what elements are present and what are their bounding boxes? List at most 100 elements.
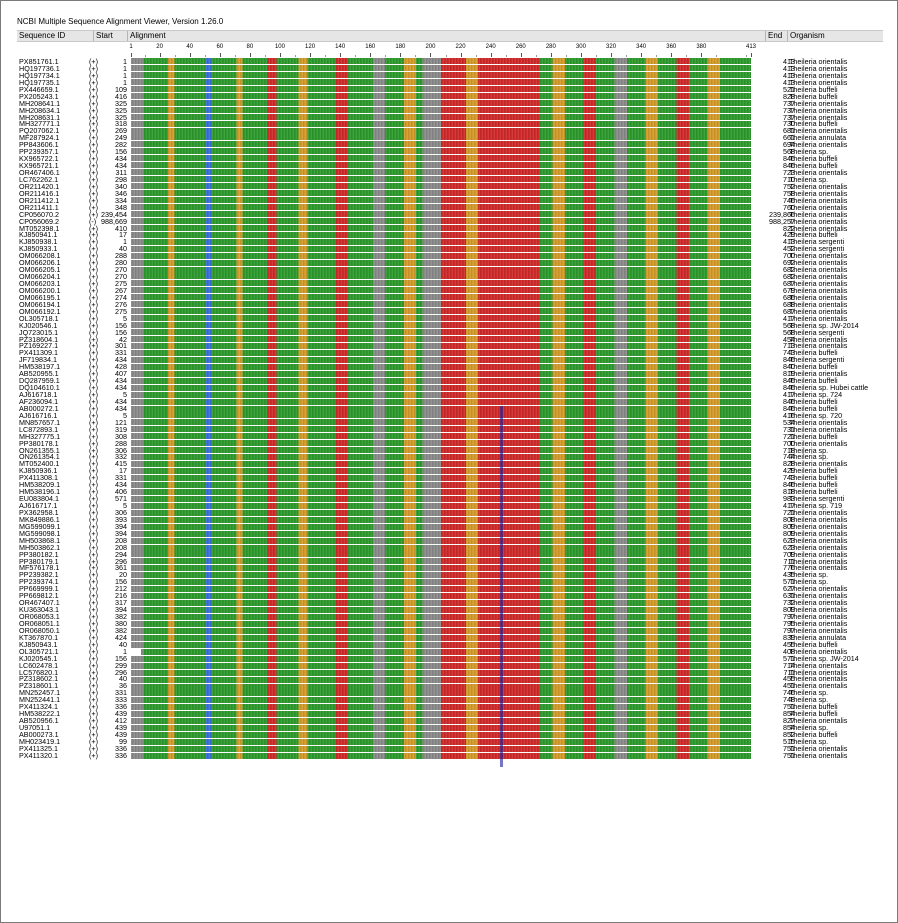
sequence-id-link[interactable]: HQ197734.1 [19, 70, 60, 80]
alignment-row-bar[interactable] [131, 245, 751, 252]
sequence-id-link[interactable]: KJ020546.1 [19, 320, 58, 330]
table-row[interactable]: OM066200.1 (+) 267 679 Theileria orientalis [17, 287, 883, 294]
column-header-seqid[interactable]: Sequence ID [19, 31, 66, 40]
table-row[interactable]: KJ850933.1 (+) 40 452 Theileria sergenti [17, 245, 883, 252]
table-row[interactable]: EU083804.1 (+) 571 983 Theileria sergenti [17, 495, 883, 502]
sequence-id-link[interactable]: MH327771.1 [19, 119, 61, 129]
table-row[interactable]: PX446659.1 (+) 109 521 Theileria buffeli [17, 86, 883, 93]
table-row[interactable]: OM066205.1 (+) 270 682 Theileria orientalis [17, 266, 883, 273]
alignment-row-bar[interactable] [131, 336, 751, 342]
alignment-row-bar[interactable] [131, 398, 751, 405]
table-row[interactable]: OL305721.1 (+) 1 408 Theileria orientalis [17, 648, 883, 655]
table-row[interactable]: AJ616718.1 (+) 5 417 Theileria sp. 724 [17, 391, 883, 398]
table-row[interactable]: PX411308.1 (+) 331 743 Theileria buffeli [17, 474, 883, 481]
table-row[interactable]: HQ197735.1 (+) 1 413 Theileria orientalis [17, 79, 883, 86]
table-row[interactable]: OM066203.1 (+) 275 687 Theileria orientalis [17, 280, 883, 287]
sequence-id-link[interactable]: PX411308.1 [19, 473, 59, 483]
table-row[interactable]: HM538196.1 (+) 406 818 Theileria buffeli [17, 488, 883, 495]
sequence-id-link[interactable]: HQ197735.1 [19, 77, 60, 87]
alignment-row-bar[interactable] [131, 78, 751, 85]
alignment-row-bar[interactable] [131, 620, 751, 627]
sequence-id-link[interactable]: AJ616717.1 [19, 501, 58, 510]
sequence-id-link[interactable]: AB000272.1 [19, 403, 59, 413]
table-row[interactable]: PP380182.1 (+) 294 709 Theileria orientalis [17, 550, 883, 557]
table-row[interactable]: PP239374.1 (+) 156 571 Theileria sp. [17, 578, 883, 585]
alignment-row-bar[interactable] [131, 662, 751, 669]
alignment-row-bar[interactable] [131, 113, 751, 120]
sequence-id-link[interactable]: AJ616716.1 [19, 410, 58, 420]
table-row[interactable]: OR211411.1 (+) 348 760 Theileria orientalis [17, 204, 883, 211]
table-row[interactable]: MH327771.1 (+) 318 730 Theileria buffeli [17, 120, 883, 127]
sequence-id-link[interactable]: OM066192.1 [19, 306, 61, 316]
alignment-row-bar[interactable] [131, 141, 751, 148]
table-row[interactable]: KJ850943.1 (+) 40 455 Theileria buffeli [17, 641, 883, 648]
sequence-id-link[interactable]: JQ723015.1 [19, 327, 59, 337]
sequence-id-link[interactable]: KJ850938.1 [19, 237, 58, 247]
table-row[interactable]: JQ723015.1 (+) 156 568 Theileria sergenti [17, 327, 883, 337]
sequence-id-link[interactable]: MH503868.1 [19, 535, 61, 545]
alignment-row-bar[interactable] [131, 148, 751, 155]
table-row[interactable]: PP380178.1 (+) 288 700 Theileria orientalis [17, 439, 883, 446]
alignment-row-bar[interactable] [131, 461, 751, 468]
table-row[interactable]: OR068053.1 (+) 382 797 Theileria orientalis [17, 613, 883, 620]
sequence-id-link[interactable]: OM066208.1 [19, 251, 61, 261]
sequence-id-link[interactable]: AB000273.1 [19, 729, 59, 739]
alignment-row-bar[interactable] [131, 197, 751, 203]
sequence-id-link[interactable]: KJ850941.1 [19, 230, 58, 240]
table-row[interactable]: KU363043.1 (+) 394 809 Theileria orientalis [17, 606, 883, 613]
alignment-row-bar[interactable] [131, 509, 751, 516]
table-row[interactable]: OL305718.1 (+) 5 417 Theileria orientalis [17, 315, 883, 322]
alignment-row-bar[interactable] [131, 481, 751, 488]
alignment-row-bar[interactable] [131, 384, 751, 391]
sequence-id-link[interactable]: AF236094.1 [19, 396, 59, 406]
sequence-id-link[interactable]: MH327775.1 [19, 431, 61, 441]
sequence-id-link[interactable]: U97051.1 [19, 723, 51, 732]
alignment-row-bar[interactable] [131, 530, 751, 537]
alignment-row-bar[interactable] [131, 92, 751, 99]
alignment-row-bar[interactable] [131, 565, 751, 572]
alignment-row-bar[interactable] [131, 412, 751, 419]
alignment-row-bar[interactable] [131, 641, 751, 648]
table-row[interactable]: AJ616717.1 (+) 5 417 Theileria sp. 719 [17, 502, 883, 509]
sequence-id-link[interactable]: EU083804.1 [19, 494, 59, 504]
sequence-id-link[interactable]: PP239357.1 [19, 147, 59, 157]
table-row[interactable]: OR467406.1 (+) 311 723 Theileria orientalis [17, 169, 883, 176]
alignment-row-bar[interactable] [131, 377, 751, 384]
table-row[interactable]: LC762262.1 (+) 298 710 Theileria sp. [17, 176, 883, 183]
sequence-id-link[interactable]: MF576178.1 [19, 563, 60, 573]
sequence-id-link[interactable]: PX205243.1 [19, 91, 59, 101]
sequence-id-link[interactable]: PP239374.1 [19, 577, 59, 587]
table-row[interactable]: PX411324.1 (+) 336 751 Theileria buffeli [17, 703, 883, 710]
table-row[interactable]: PP239357.1 (+) 156 568 Theileria sp. [17, 148, 883, 155]
alignment-row-bar[interactable] [131, 676, 751, 683]
alignment-row-bar[interactable] [131, 308, 751, 315]
sequence-id-link[interactable]: PX411320.1 [19, 750, 59, 760]
alignment-row-bar[interactable] [131, 683, 751, 690]
alignment-row-bar[interactable] [131, 488, 751, 495]
alignment-row-bar[interactable] [131, 183, 751, 190]
table-row[interactable]: LC576820.1 (+) 296 711 Theileria orientalis [17, 668, 883, 675]
sequence-id-link[interactable]: MH208634.1 [19, 105, 61, 115]
table-row[interactable]: DQ104610.1 (+) 434 846 Theileria sp. Hubei c… [17, 384, 883, 391]
alignment-row-bar[interactable] [131, 106, 751, 113]
table-row[interactable]: OM066208.1 (+) 288 700 Theileria orientalis [17, 252, 883, 259]
table-row[interactable]: MN857657.1 (+) 121 534 Theileria orientalis [17, 419, 883, 426]
alignment-row-bar[interactable] [131, 634, 751, 641]
sequence-id-link[interactable]: OR467406.1 [19, 168, 60, 177]
table-row[interactable]: OR211420.1 (+) 340 752 Theileria orientalis [17, 183, 883, 190]
table-row[interactable]: OR211412.1 (+) 334 746 Theileria orientalis [17, 197, 883, 204]
table-row[interactable]: CP056069.2 (-) 988,669 988,257 Theileria ori… [17, 217, 883, 224]
sequence-id-link[interactable]: JF719834.1 [19, 355, 57, 365]
alignment-row-bar[interactable] [131, 280, 751, 287]
sequence-id-link[interactable]: PX411309.1 [19, 348, 59, 358]
sequence-id-link[interactable]: CP056070.2 [19, 209, 59, 219]
table-row[interactable]: MT052398.1 (+) 410 822 Theileria orientalis [17, 224, 883, 231]
sequence-id-link[interactable]: PZ318602.1 [19, 674, 59, 684]
sequence-id-link[interactable]: PP843606.1 [19, 140, 59, 150]
alignment-row-bar[interactable] [131, 704, 751, 711]
sequence-id-link[interactable]: KU363043.1 [19, 605, 59, 615]
alignment-row-bar[interactable] [131, 523, 751, 530]
sequence-id-link[interactable]: MH208631.1 [19, 112, 61, 122]
alignment-row-bar[interactable] [131, 329, 751, 336]
alignment-row-bar[interactable] [131, 655, 751, 662]
